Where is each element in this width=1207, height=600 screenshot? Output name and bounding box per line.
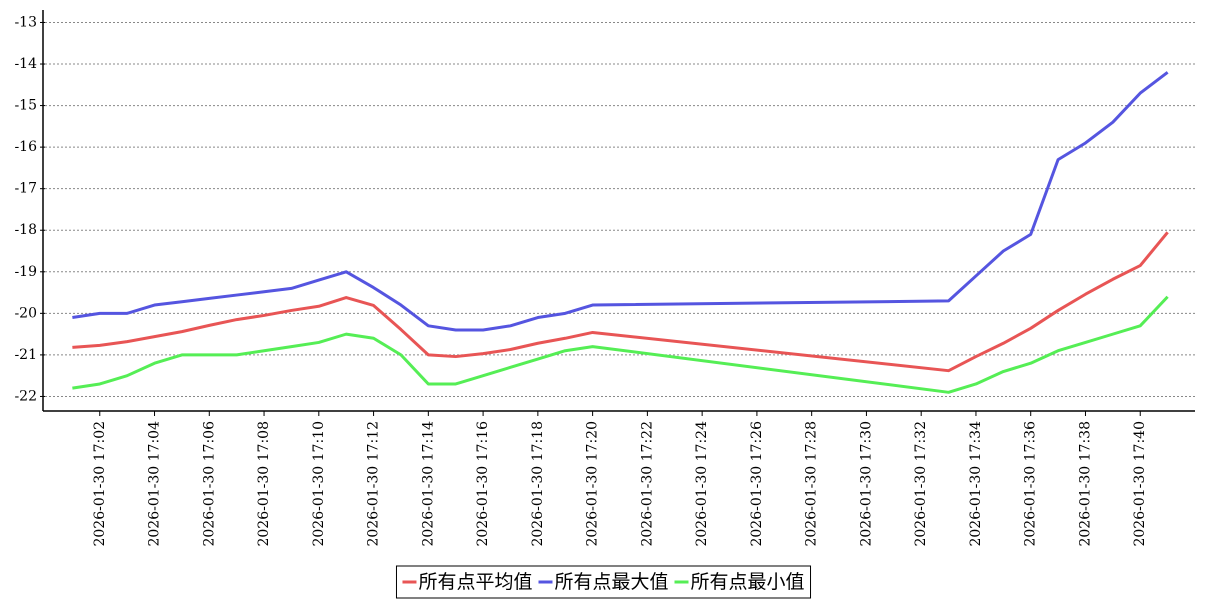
- x-tick-label: 2026-01-30 17:16: [475, 421, 491, 547]
- x-tick-label: 2026-01-30 17:30: [858, 421, 874, 547]
- series-line: [72, 295, 1169, 394]
- x-tick-label: 2026-01-30 17:40: [1132, 421, 1148, 547]
- x-tick-label: 2026-01-30 17:24: [694, 421, 710, 547]
- x-tick-label: 2026-01-30 17:38: [1077, 421, 1093, 547]
- y-tick-label: -15: [14, 98, 37, 114]
- x-tick-label: 2026-01-30 17:02: [92, 421, 108, 547]
- x-tick-label: 2026-01-30 17:28: [804, 421, 820, 547]
- legend-label: 所有点最大值: [554, 571, 668, 593]
- y-tick-label: -20: [14, 305, 37, 321]
- x-tick-label: 2026-01-30 17:04: [147, 421, 163, 547]
- x-tick-label: 2026-01-30 17:10: [311, 421, 327, 547]
- y-tick-label: -22: [14, 388, 37, 404]
- y-tick-label: -17: [14, 181, 37, 197]
- x-tick-label: 2026-01-30 17:08: [256, 421, 272, 547]
- legend-box: [395, 565, 812, 599]
- x-tick-label: 2026-01-30 17:14: [420, 421, 436, 547]
- x-tick-label: 2026-01-30 17:12: [366, 421, 382, 547]
- y-tick-label: -13: [14, 14, 37, 30]
- legend-label: 所有点平均值: [418, 571, 532, 593]
- x-tick-label: 2026-01-30 17:26: [749, 421, 765, 547]
- y-tick-label: -18: [14, 222, 37, 238]
- y-tick-label: -21: [14, 347, 37, 363]
- y-tick-label: -16: [14, 139, 37, 155]
- x-tick-label: 2026-01-30 17:06: [201, 421, 217, 547]
- x-tick-label: 2026-01-30 17:36: [1023, 421, 1039, 547]
- x-tick-label: 2026-01-30 17:18: [530, 421, 546, 547]
- x-tick-label: 2026-01-30 17:22: [639, 421, 655, 547]
- x-tick-label: 2026-01-30 17:32: [913, 421, 929, 547]
- x-tick-label: 2026-01-30 17:34: [968, 421, 984, 547]
- y-tick-label: -19: [14, 264, 37, 280]
- legend: 所有点平均值 所有点最大值 所有点最小值: [395, 565, 812, 599]
- x-tick-label: 2026-01-30 17:20: [585, 421, 601, 547]
- legend-label: 所有点最小值: [691, 571, 805, 593]
- series-line: [72, 231, 1169, 373]
- y-tick-label: -14: [14, 56, 37, 72]
- series-line: [72, 71, 1169, 332]
